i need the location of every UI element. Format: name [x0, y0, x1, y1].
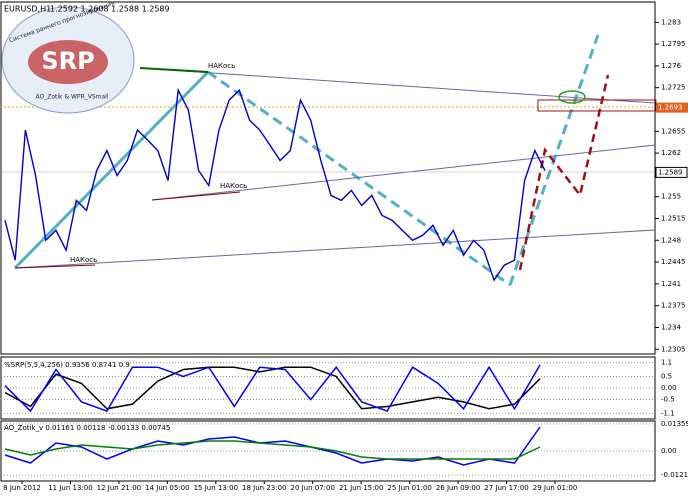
trend-line	[151, 144, 656, 201]
ind2-label: AO_Zotik_v 0.01161 0.00118 -0.00133 0.00…	[4, 424, 170, 432]
ind-tick-label: 0.5	[661, 372, 672, 380]
annotation: НАКось	[220, 182, 247, 190]
y-tick-label: 1.234	[661, 323, 682, 331]
x-tick-label: 14 Jun 05:00	[145, 484, 189, 492]
annotation: НАКось	[208, 62, 235, 70]
x-tick-label: 25 Jun 01:00	[387, 484, 431, 492]
level-label: 1.2693	[658, 104, 683, 112]
ind-line	[4, 364, 541, 413]
x-tick-label: 11 Jun 13:00	[48, 484, 92, 492]
y-tick-label: 1.2725	[661, 84, 686, 92]
trend-line	[151, 191, 241, 201]
trend-line	[14, 229, 656, 269]
logo-core	[28, 40, 108, 84]
ind-tick-label: 0.01359	[661, 420, 688, 428]
ind-line	[4, 440, 541, 460]
y-tick-label: 1.262	[661, 149, 681, 157]
y-tick-label: 1.283	[661, 18, 681, 26]
main-frame	[0, 1, 656, 355]
logo-title: SRP	[41, 47, 94, 75]
target-mark	[558, 90, 586, 104]
current-label: 1.2589	[658, 168, 683, 176]
price-line	[4, 87, 546, 282]
x-tick-label: 21 Jun 15:00	[339, 484, 383, 492]
x-tick-label: 12 Jun 21:00	[97, 484, 141, 492]
x-tick-label: 29 Jun 01:00	[533, 484, 577, 492]
symbol: EURUSD,H1	[4, 5, 51, 14]
logo-sub: AO_Zotik & WPR_VSmall	[36, 94, 109, 101]
ind-tick-label: 0.00	[661, 384, 677, 392]
x-tick-label: 8 Jun 2012	[3, 484, 41, 492]
level-box	[656, 102, 688, 113]
y-tick-label: 1.255	[661, 193, 681, 201]
ind-tick-label: -0.5	[661, 396, 675, 404]
annotation: НАКось	[70, 256, 97, 264]
y-tick-label: 1.241	[661, 280, 681, 288]
y-tick-label: 1.2655	[661, 127, 686, 135]
x-tick-label: 26 Jun 09:00	[436, 484, 480, 492]
trend-line	[139, 67, 209, 73]
ind-tick-label: -1.1	[661, 409, 675, 417]
trend-up	[13, 70, 210, 270]
trend-line	[139, 67, 656, 104]
trend-down	[207, 70, 511, 287]
ind-line	[4, 426, 541, 466]
ind1-label: %SRP(5,5,4,256) 0.9356 0.8741 0.9	[4, 361, 130, 369]
ind-line	[4, 366, 541, 410]
x-tick-label: 27 Jun 17:00	[484, 484, 528, 492]
y-tick-label: 1.2795	[661, 40, 686, 48]
current-box	[655, 166, 688, 178]
x-tick-label: 15 Jun 13:00	[194, 484, 238, 492]
ind-tick-label: 1.1	[661, 359, 672, 367]
y-tick-label: 1.2375	[661, 302, 686, 310]
logo: SRP Система раннего прогнозирования AO_Z…	[1, 0, 135, 114]
y-tick-label: 1.248	[661, 236, 681, 244]
x-tick-label: 18 Jun 23:00	[242, 484, 286, 492]
forecast	[518, 74, 610, 271]
ind-tick-label: -0.01212	[661, 471, 688, 479]
ind-tick-label: 0.00	[661, 447, 677, 455]
y-tick-label: 1.2515	[661, 214, 686, 222]
x-tick-label: 20 Jun 07:00	[290, 484, 334, 492]
y-tick-label: 1.2445	[661, 258, 686, 266]
quote: 1.2592 1.2608 1.2588 1.2589	[50, 5, 170, 14]
trend-line	[14, 264, 96, 269]
y-tick-label: 1.2305	[661, 345, 686, 353]
y-tick-label: 1.276	[661, 62, 682, 70]
